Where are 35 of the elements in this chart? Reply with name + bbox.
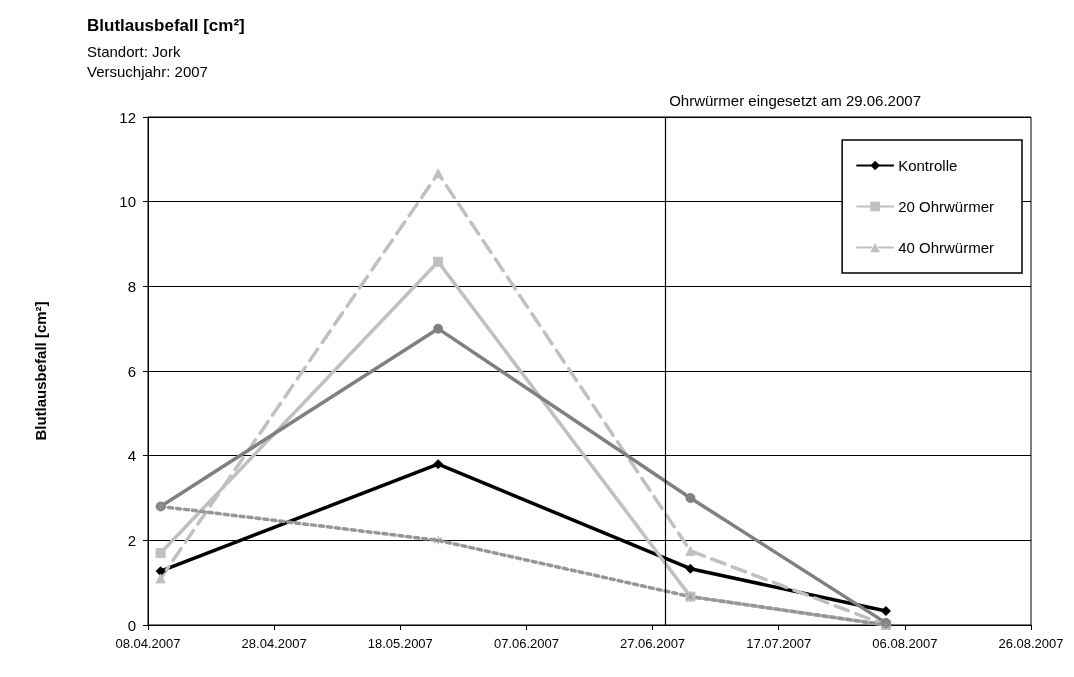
legend-label: 40 Ohrwürmer (898, 239, 994, 256)
chart-subtitle: Standort: Jork (87, 42, 181, 60)
y-axis-title: Blutlausbefall [cm²] (32, 301, 49, 441)
x-tick-label: 07.06.2007 (493, 636, 559, 651)
x-tick-label: 27.06.2007 (620, 636, 686, 651)
point (433, 459, 444, 470)
point (155, 573, 166, 584)
y-tick-label: 10 (119, 193, 136, 211)
y-tick-label: 6 (127, 362, 136, 380)
chart-title: Blutlausbefall [cm²] (87, 16, 245, 35)
legend-label: Kontrolle (898, 157, 958, 174)
point (880, 606, 891, 617)
point (433, 168, 444, 179)
point (155, 548, 166, 559)
ref-line-label: Ohrwürmer eingesetzt am 29.06.2007 (669, 92, 921, 109)
point (685, 545, 696, 556)
text: Versuchjahr: 2007 (87, 62, 208, 80)
y-tick-label: 2 (127, 531, 136, 549)
x-tick-label: 26.08.2007 (998, 636, 1064, 651)
x-tick-label: 06.08.2007 (872, 636, 938, 651)
x-tick-label: 08.04.2007 (115, 636, 181, 651)
y-tick-label: 12 (119, 108, 136, 126)
x-tick-label: 17.07.2007 (746, 636, 812, 651)
point (433, 323, 444, 334)
y-tick-label: 4 (127, 447, 136, 465)
x-tick-label: 28.04.2007 (241, 636, 307, 651)
point (433, 535, 443, 545)
legend-label: 20 Ohrwürmer (898, 198, 994, 215)
point (433, 256, 444, 267)
point (685, 563, 696, 574)
y-tick-label: 0 (127, 616, 136, 634)
point (685, 493, 696, 503)
y-tick-label: 8 (127, 277, 136, 295)
point (155, 566, 166, 577)
x-tick-label: 18.05.2007 (367, 636, 433, 651)
